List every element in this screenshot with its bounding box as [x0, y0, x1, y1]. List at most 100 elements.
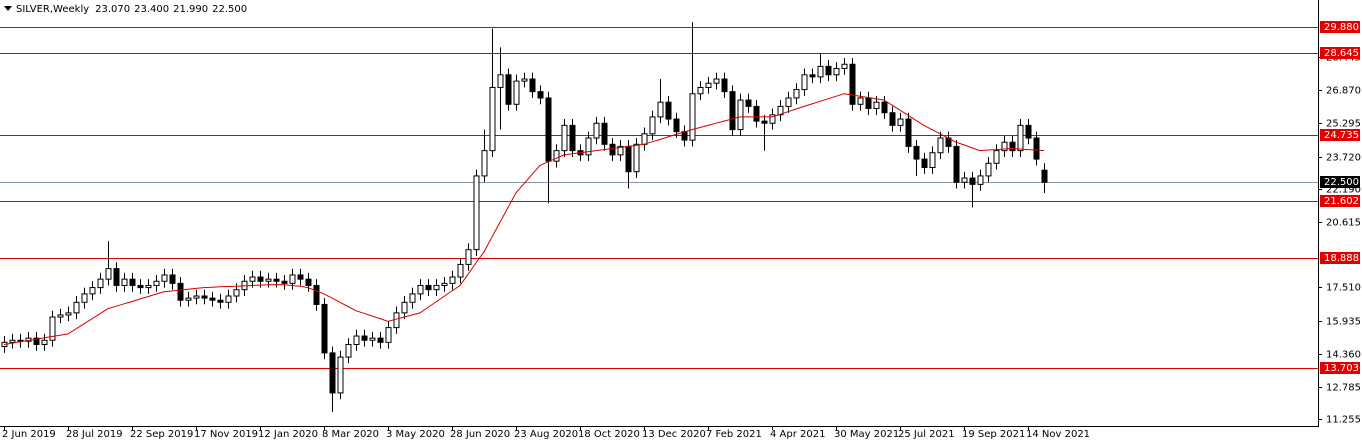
level-label-bg — [1320, 129, 1360, 141]
candle-body — [697, 86, 704, 95]
candle-body — [905, 118, 912, 147]
level-label-bg — [1320, 362, 1360, 374]
candle-body — [97, 278, 104, 289]
candle-body — [793, 89, 800, 99]
x-tick-label: 7 Feb 2021 — [706, 429, 762, 440]
candle-body — [121, 278, 128, 286]
symbol: SILVER,Weekly — [16, 4, 89, 15]
candle-body — [1009, 141, 1016, 152]
y-tick-label: 17.510 — [1326, 283, 1361, 294]
candle-body — [465, 249, 472, 265]
level-label: 24.735 — [1324, 130, 1359, 141]
x-tick-label: 4 Apr 2021 — [770, 429, 825, 440]
x-tick-label: 17 Nov 2019 — [194, 429, 258, 440]
candle-body — [769, 114, 776, 124]
candle-body — [401, 301, 408, 314]
candle-body — [273, 278, 280, 282]
candle-body — [321, 303, 328, 354]
candle-body — [449, 276, 456, 284]
menu-arrow — [4, 6, 12, 11]
candle-body — [457, 263, 464, 278]
candle-body — [105, 268, 112, 280]
y-tick-label: 12.785 — [1326, 383, 1361, 394]
y-tick-label: 20.615 — [1326, 218, 1361, 229]
candle-body — [249, 276, 256, 282]
candle-body — [361, 335, 368, 341]
level-label-bg — [1320, 21, 1360, 33]
candle-body — [265, 278, 272, 282]
candle-body — [1025, 124, 1032, 139]
candle-body — [673, 118, 680, 133]
candle-body — [721, 78, 728, 93]
candle-body — [553, 150, 560, 162]
candle-body — [841, 63, 848, 69]
y-tick-label: 15.935 — [1326, 317, 1361, 328]
candle-body — [57, 314, 64, 318]
candle-body — [145, 284, 152, 289]
candle-body — [225, 295, 232, 303]
candle-body — [425, 284, 432, 291]
candle-body — [705, 82, 712, 88]
candle-body — [849, 63, 856, 105]
candle-body — [233, 289, 240, 297]
x-tick-label: 28 Jun 2020 — [450, 429, 510, 440]
candle-body — [409, 293, 416, 303]
level-label: 13.703 — [1324, 363, 1359, 374]
level-label-bg — [1320, 47, 1360, 59]
x-tick-label: 28 Jul 2019 — [66, 429, 123, 440]
candle-body — [561, 124, 568, 152]
candle-body — [369, 337, 376, 341]
candle-body — [641, 133, 648, 145]
candle-body — [137, 284, 144, 289]
candle-body — [881, 101, 888, 114]
y-tick-label: 22.190 — [1326, 185, 1361, 196]
candle-body — [481, 150, 488, 177]
candle-body — [521, 78, 528, 82]
candle-body — [625, 145, 632, 173]
candle-body — [297, 274, 304, 280]
y-tick-label: 11.255 — [1326, 415, 1361, 426]
candle-body — [417, 284, 424, 295]
candle-body — [9, 339, 16, 343]
candle-body — [217, 299, 224, 303]
candle-body — [937, 137, 944, 154]
candle-body — [657, 101, 664, 118]
x-tick-label: 23 Aug 2020 — [514, 429, 578, 440]
x-tick-label: 30 May 2021 — [834, 429, 899, 440]
candle-body — [193, 295, 200, 299]
level-label-bg — [1320, 195, 1360, 207]
candle-body — [633, 143, 640, 173]
candle-body — [1017, 124, 1024, 152]
candle-body — [953, 145, 960, 183]
candle-body — [865, 97, 872, 110]
open-value: 23.070 — [95, 4, 130, 15]
candle-body — [49, 316, 56, 341]
x-tick-label: 12 Jan 2020 — [258, 429, 318, 440]
candle-body — [801, 74, 808, 91]
y-tick-label: 25.295 — [1326, 119, 1361, 130]
candle-body — [593, 122, 600, 139]
candle-body — [441, 282, 448, 286]
candle-body — [889, 112, 896, 126]
candle-body — [569, 124, 576, 152]
y-tick-label: 14.360 — [1326, 350, 1361, 361]
candle-body — [313, 284, 320, 305]
y-tick-label: 23.720 — [1326, 153, 1361, 164]
candle-body — [961, 177, 968, 183]
candle-body — [73, 301, 80, 314]
candle-body — [545, 97, 552, 162]
candle-body — [785, 97, 792, 107]
candle-body — [393, 312, 400, 329]
level-label: 28.645 — [1324, 48, 1359, 59]
level-label: 21.602 — [1324, 196, 1359, 207]
candle-body — [353, 335, 360, 345]
candle-body — [713, 78, 720, 84]
candle-body — [289, 274, 296, 284]
candle-body — [665, 101, 672, 120]
candle-body — [969, 177, 976, 185]
level-label: 18.888 — [1324, 253, 1359, 264]
candle-body — [873, 101, 880, 110]
candle-body — [897, 118, 904, 126]
